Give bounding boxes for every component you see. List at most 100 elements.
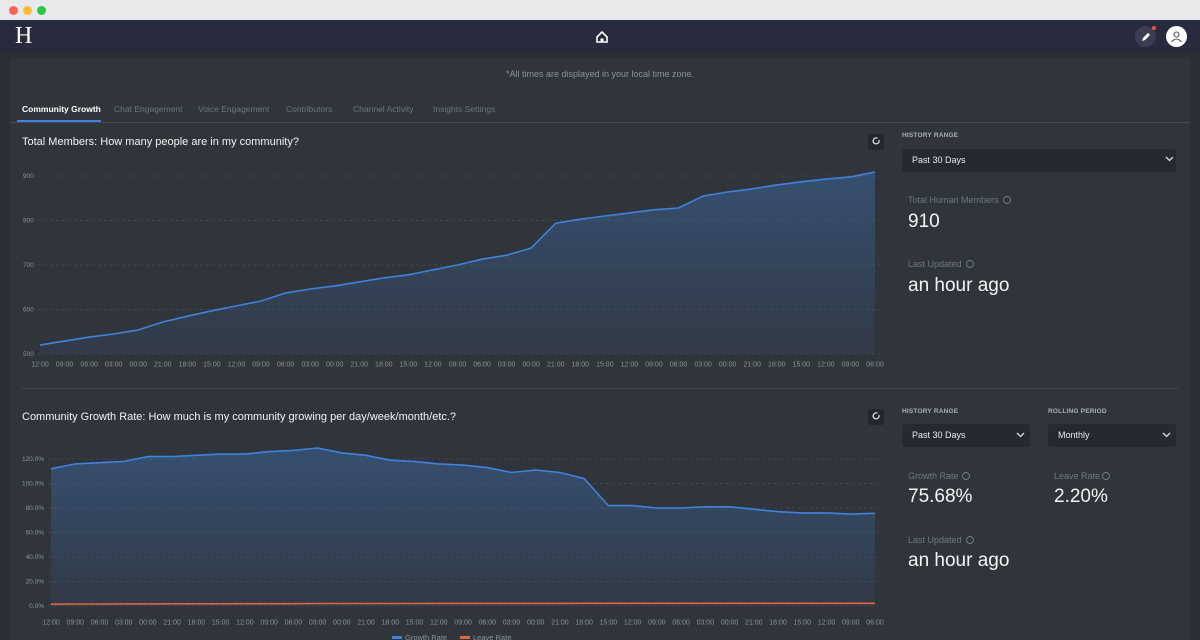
x-tick-label: 09:00 <box>449 362 467 369</box>
window-chrome <box>0 0 1200 20</box>
stat-label: Leave Rate <box>1054 471 1101 481</box>
x-tick-label: 12:00 <box>817 362 835 369</box>
x-tick-label: 09:00 <box>842 620 860 627</box>
x-tick-label: 09:00 <box>648 620 666 627</box>
timezone-note: *All times are displayed in your local t… <box>505 69 695 79</box>
tab[interactable]: Insights Settings <box>433 104 496 114</box>
x-tick-label: 03:00 <box>498 362 516 369</box>
x-tick-label: 06:00 <box>285 620 303 627</box>
x-tick-label: 00:00 <box>721 620 739 627</box>
stat-label: Last Updated <box>908 259 962 269</box>
maximize-button[interactable] <box>37 6 46 15</box>
y-tick-label: 60.0% <box>26 530 45 537</box>
x-tick-label: 09:00 <box>260 620 278 627</box>
stat-value: an hour ago <box>908 550 1010 571</box>
avatar-icon <box>1171 31 1182 43</box>
tab-separator <box>10 122 1190 123</box>
y-tick-label: 120.0% <box>22 456 44 463</box>
x-tick-label: 06:00 <box>866 362 884 369</box>
tab-indicator <box>17 120 101 122</box>
x-tick-label: 21:00 <box>350 362 368 369</box>
x-tick-label: 06:00 <box>672 620 690 627</box>
rolling-period-select[interactable]: Monthly <box>1048 424 1176 447</box>
tab[interactable]: Channel Activity <box>353 104 414 114</box>
y-tick-label: 0.0% <box>29 603 44 610</box>
x-tick-label: 06:00 <box>277 362 295 369</box>
area-fill <box>40 172 875 354</box>
history-range-select[interactable]: Past 30 Days <box>902 424 1030 447</box>
x-tick-label: 18:00 <box>769 620 787 627</box>
x-tick-label: 12:00 <box>31 362 49 369</box>
x-tick-label: 00:00 <box>139 620 157 627</box>
chart-title: Community Growth Rate: How much is my co… <box>22 411 457 423</box>
x-tick-label: 15:00 <box>794 620 812 627</box>
tab[interactable]: Voice Engagement <box>198 104 270 114</box>
stat-label: Total Human Members <box>908 195 999 205</box>
legend-label: Leave Rate <box>473 633 511 640</box>
minimize-button[interactable] <box>23 6 32 15</box>
home-icon[interactable] <box>595 30 609 44</box>
x-tick-label: 18:00 <box>188 620 206 627</box>
x-tick-label: 09:00 <box>454 620 472 627</box>
x-tick-label: 09:00 <box>645 362 663 369</box>
x-tick-label: 06:00 <box>478 620 496 627</box>
x-tick-label: 12:00 <box>228 362 246 369</box>
x-tick-label: 12:00 <box>621 362 639 369</box>
x-tick-label: 06:00 <box>91 620 109 627</box>
x-tick-label: 15:00 <box>596 362 614 369</box>
x-tick-label: 15:00 <box>406 620 424 627</box>
legend-label: Growth Rate <box>405 633 447 640</box>
x-tick-label: 15:00 <box>400 362 418 369</box>
x-tick-label: 06:00 <box>866 620 884 627</box>
field-caption: HISTORY RANGE <box>902 132 959 139</box>
tab[interactable]: Contributors <box>286 104 333 114</box>
x-tick-label: 18:00 <box>575 620 593 627</box>
x-tick-label: 21:00 <box>743 362 761 369</box>
tab[interactable]: Community Growth <box>22 104 101 114</box>
x-tick-label: 09:00 <box>252 362 270 369</box>
stat-value: 75.68% <box>908 486 973 507</box>
field-caption: ROLLING PERIOD <box>1048 408 1107 415</box>
field-caption: HISTORY RANGE <box>902 408 959 415</box>
y-tick-label: 500 <box>23 351 34 358</box>
x-tick-label: 09:00 <box>66 620 84 627</box>
refresh-button[interactable] <box>868 134 884 150</box>
x-tick-label: 06:00 <box>473 362 491 369</box>
x-tick-label: 09:00 <box>842 362 860 369</box>
x-tick-label: 00:00 <box>326 362 344 369</box>
x-tick-label: 00:00 <box>129 362 147 369</box>
history-range-select[interactable]: Past 30 Days <box>902 149 1176 172</box>
close-button[interactable] <box>9 6 18 15</box>
series-line <box>50 447 876 515</box>
x-tick-label: 09:00 <box>56 362 74 369</box>
x-tick-label: 21:00 <box>551 620 569 627</box>
x-tick-label: 18:00 <box>179 362 197 369</box>
x-tick-label: 12:00 <box>818 620 836 627</box>
section-divider <box>22 388 1178 389</box>
stat-label: Growth Rate <box>908 471 959 481</box>
x-tick-label: 03:00 <box>697 620 715 627</box>
y-tick-label: 20.0% <box>26 579 45 586</box>
x-tick-label: 21:00 <box>547 362 565 369</box>
x-tick-label: 03:00 <box>105 362 123 369</box>
y-tick-label: 100.0% <box>22 481 44 488</box>
x-tick-label: 00:00 <box>333 620 351 627</box>
x-tick-label: 03:00 <box>503 620 521 627</box>
x-tick-label: 12:00 <box>236 620 254 627</box>
tab[interactable]: Chat Engagement <box>114 104 183 114</box>
series-line <box>39 171 876 346</box>
x-tick-label: 12:00 <box>424 362 442 369</box>
x-tick-label: 18:00 <box>768 362 786 369</box>
area-fill <box>51 448 875 606</box>
x-tick-label: 21:00 <box>154 362 172 369</box>
refresh-button[interactable] <box>868 409 884 425</box>
series-line <box>50 602 875 605</box>
stat-label: Last Updated <box>908 535 962 545</box>
x-tick-label: 21:00 <box>163 620 181 627</box>
logo[interactable]: H <box>15 23 33 49</box>
x-tick-label: 00:00 <box>522 362 540 369</box>
y-tick-label: 900 <box>23 173 34 180</box>
x-tick-label: 12:00 <box>42 620 60 627</box>
